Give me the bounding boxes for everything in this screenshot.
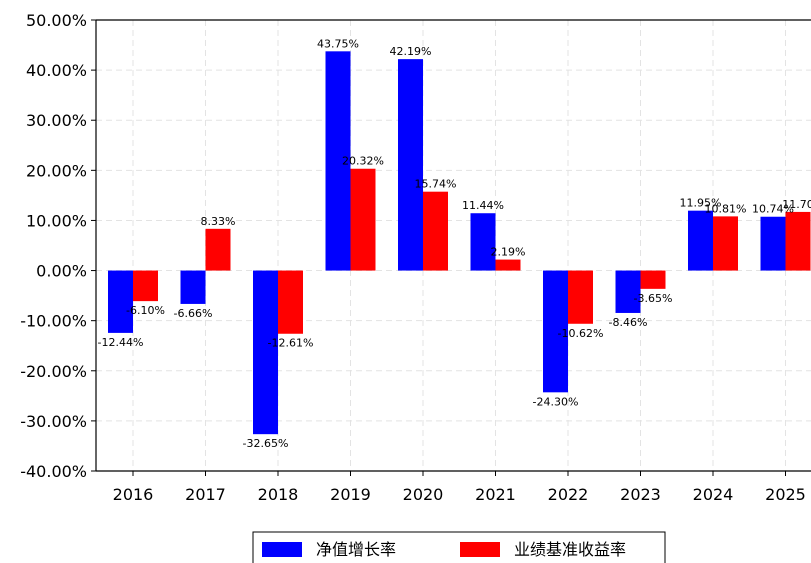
data-label: 20.32% [342, 155, 384, 168]
y-tick-label: -20.00% [20, 362, 87, 381]
y-tick-label: 0.00% [36, 262, 87, 281]
data-label: -24.30% [533, 395, 579, 408]
data-label: -32.65% [243, 437, 289, 450]
data-label: 8.33% [201, 215, 236, 228]
y-tick-label: -10.00% [20, 312, 87, 331]
bar-series-0-2024 [688, 210, 713, 271]
axes: 50.00% 40.00% 30.00% 20.00% 10.00% 0.00% -10.0… [20, 11, 811, 504]
x-tick-label: 2021 [475, 485, 516, 504]
bar-series-1-2016 [133, 270, 158, 302]
bars [108, 51, 811, 435]
bar-series-0-2022 [543, 270, 568, 393]
legend-swatch-benchmark [460, 542, 500, 557]
legend-label-benchmark: 业绩基准收益率 [514, 540, 626, 559]
data-label: -12.44% [98, 336, 144, 349]
data-label: -3.65% [634, 292, 673, 305]
y-tick-label: 40.00% [26, 61, 87, 80]
bar-series-1-2018 [278, 270, 303, 334]
bar-series-1-2023 [640, 270, 666, 289]
x-tick-label: 2018 [258, 485, 299, 504]
data-label: -12.61% [268, 337, 314, 350]
legend: 净值增长率 业绩基准收益率 [252, 531, 666, 563]
bar-series-1-2017 [205, 228, 231, 271]
y-tick-label: -30.00% [20, 412, 87, 431]
legend-box [252, 531, 666, 563]
y-tick-label: 30.00% [26, 111, 87, 130]
data-label: 10.74% [752, 203, 794, 216]
data-label: 15.74% [415, 178, 457, 191]
bar-series-0-2019 [325, 51, 351, 271]
bar-series-0-2025 [760, 216, 786, 271]
data-labels: -12.44% -6.66% -32.65% 43.75% 42.19% 11.44% -2… [98, 37, 811, 450]
x-tick-label: 2025 [765, 485, 806, 504]
y-tick-label: 50.00% [26, 11, 87, 30]
data-label: 11.70 [782, 198, 811, 211]
data-label: 42.19% [390, 45, 432, 58]
data-label: -6.66% [174, 307, 213, 320]
bar-series-0-2016 [108, 270, 133, 333]
legend-label-net-value: 净值增长率 [316, 540, 396, 559]
x-tick-label: 2016 [113, 485, 154, 504]
bar-series-0-2023 [615, 270, 641, 313]
x-tick-label: 2019 [330, 485, 371, 504]
bar-series-1-2025 [785, 211, 811, 271]
bar-series-0-2020 [398, 59, 423, 271]
data-label: 2.19% [491, 246, 526, 259]
y-tick-label: -40.00% [20, 462, 87, 481]
x-tick-label: 2024 [693, 485, 734, 504]
y-tick-label: 10.00% [26, 211, 87, 230]
data-label: -6.10% [126, 304, 165, 317]
data-label: -10.62% [558, 327, 604, 340]
data-label: 10.81% [705, 202, 747, 215]
bar-series-1-2024 [713, 216, 738, 271]
bar-series-1-2019 [350, 168, 376, 271]
x-tick-label: 2022 [548, 485, 589, 504]
y-tick-label: 20.00% [26, 161, 87, 180]
bar-series-0-2018 [253, 270, 278, 435]
data-label: 11.95% [680, 197, 722, 210]
bar-series-0-2021 [470, 213, 496, 271]
bar-series-1-2021 [495, 259, 521, 271]
bar-series-0-2017 [180, 270, 206, 304]
x-tick-label: 2023 [620, 485, 661, 504]
data-label: 43.75% [317, 37, 359, 50]
data-label: -8.46% [609, 316, 648, 329]
legend-swatch-net-value [262, 542, 302, 557]
data-label: 11.44% [462, 199, 504, 212]
bar-series-1-2020 [423, 191, 448, 271]
bar-series-1-2022 [568, 270, 593, 324]
x-tick-label: 2017 [185, 485, 226, 504]
x-tick-label: 2020 [403, 485, 444, 504]
